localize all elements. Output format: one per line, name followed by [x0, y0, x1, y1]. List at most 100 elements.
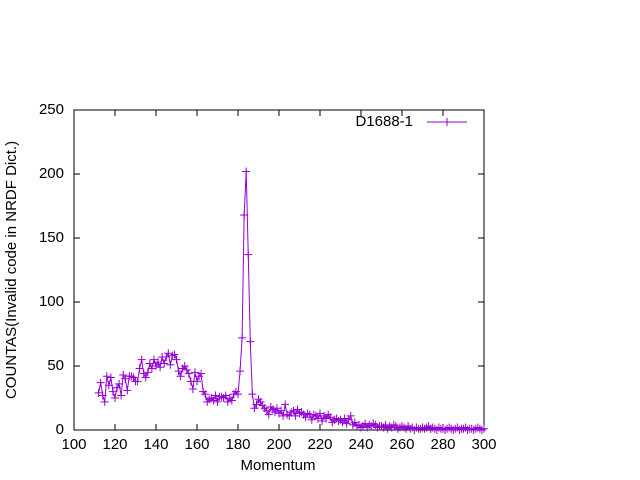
- data-point: [168, 351, 177, 360]
- y-tick-label: 50: [47, 357, 64, 374]
- data-point: [102, 372, 111, 381]
- data-point: [307, 415, 316, 424]
- data-point: [111, 394, 119, 402]
- data-point: [227, 396, 236, 405]
- data-point: [340, 414, 349, 423]
- data-point: [252, 400, 261, 409]
- data-point: [113, 383, 122, 392]
- data-point: [197, 369, 206, 378]
- data-point: [94, 388, 103, 397]
- data-point: [190, 368, 199, 377]
- data-point: [473, 423, 482, 432]
- data-point: [133, 377, 142, 386]
- y-tick-label: 200: [39, 165, 64, 182]
- data-point: [377, 422, 386, 431]
- data-point: [160, 359, 169, 368]
- data-point: [270, 408, 279, 417]
- data-point: [145, 359, 154, 368]
- data-point: [455, 426, 464, 434]
- data-point: [272, 404, 281, 413]
- x-tick-label: 300: [471, 436, 496, 453]
- x-tick-label: 100: [61, 436, 86, 453]
- data-point: [400, 423, 409, 432]
- data-point: [141, 373, 150, 382]
- data-point: [123, 386, 132, 395]
- data-point: [326, 413, 335, 422]
- data-point: [313, 414, 322, 423]
- data-point: [129, 373, 138, 382]
- data-point: [250, 404, 259, 413]
- data-line: [98, 171, 485, 431]
- data-point: [162, 353, 171, 362]
- data-point: [209, 396, 218, 405]
- data-point: [477, 426, 486, 434]
- data-point: [346, 411, 355, 420]
- data-point: [108, 387, 117, 396]
- data-point: [264, 410, 273, 419]
- x-tick-label: 240: [348, 436, 373, 453]
- data-point: [240, 210, 249, 219]
- data-point: [164, 349, 173, 358]
- data-point: [303, 409, 312, 418]
- data-point: [338, 418, 347, 427]
- data-point: [180, 362, 189, 370]
- data-point: [469, 426, 478, 434]
- x-tick-label: 200: [266, 436, 291, 453]
- data-point: [342, 419, 351, 428]
- data-point: [289, 406, 298, 415]
- data-point: [223, 397, 232, 406]
- y-tick-label: 0: [56, 421, 64, 438]
- y-tick-label: 100: [39, 293, 64, 310]
- data-point: [135, 364, 144, 373]
- data-point: [350, 418, 359, 427]
- data-point: [137, 355, 146, 364]
- x-tick-label: 260: [389, 436, 414, 453]
- x-tick-label: 140: [143, 436, 168, 453]
- data-point: [242, 167, 251, 176]
- data-point: [393, 424, 402, 433]
- data-point: [316, 409, 324, 418]
- data-point: [389, 420, 398, 429]
- data-point: [295, 409, 304, 418]
- data-point: [262, 406, 271, 415]
- data-point: [147, 364, 156, 373]
- data-point: [184, 369, 193, 378]
- y-tick-label: 250: [39, 101, 64, 118]
- data-point: [221, 391, 230, 400]
- legend-label: D1688-1: [355, 113, 413, 130]
- data-point: [480, 424, 488, 433]
- y-tick-label: 150: [39, 229, 64, 246]
- data-point: [98, 391, 107, 400]
- data-point: [211, 391, 220, 400]
- data-point: [205, 395, 214, 404]
- data-point: [96, 378, 105, 387]
- data-point: [236, 367, 245, 376]
- data-point: [322, 414, 331, 423]
- data-point: [287, 408, 296, 417]
- y-axis-label: COUNTAS(Invalid code in NRDF Dict.): [3, 141, 20, 399]
- data-point: [121, 374, 130, 383]
- data-point: [344, 415, 353, 424]
- data-point: [406, 424, 415, 433]
- data-point: [176, 372, 185, 381]
- data-point: [291, 411, 300, 420]
- legend-marker: [443, 118, 451, 126]
- data-point: [244, 250, 253, 259]
- x-tick-label: 160: [184, 436, 209, 453]
- data-point: [117, 391, 126, 400]
- data-point: [381, 420, 390, 429]
- data-point: [445, 423, 454, 432]
- data-point: [283, 410, 292, 419]
- data-point: [100, 397, 109, 406]
- data-point: [193, 377, 201, 386]
- data-point: [106, 373, 115, 382]
- data-point: [166, 360, 175, 369]
- data-point: [334, 417, 343, 426]
- data-point: [174, 367, 183, 376]
- data-point: [172, 355, 181, 364]
- data-point: [213, 397, 222, 406]
- data-point: [309, 410, 318, 419]
- data-point: [156, 363, 165, 372]
- data-point: [281, 400, 290, 409]
